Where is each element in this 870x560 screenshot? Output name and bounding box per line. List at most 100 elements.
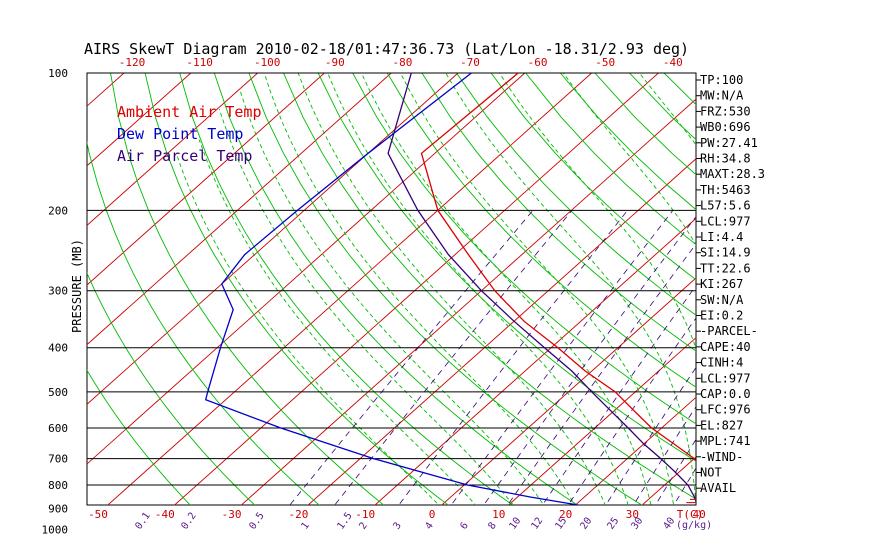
dry-adiabat-line	[110, 73, 385, 505]
x-top-tick-label: -40	[663, 56, 683, 69]
dry-adiabat-line	[213, 73, 579, 505]
x-bottom-tick-label: -10	[355, 508, 375, 521]
mixing-ratio-line	[605, 366, 696, 505]
x-bottom-tick-label: 0	[429, 508, 436, 521]
mixing-ratio-line	[398, 210, 628, 505]
mixing-ratio-label: 12	[529, 516, 545, 532]
dry-adiabat-line	[87, 140, 320, 505]
x-bottom-tick-label: 10	[492, 508, 505, 521]
x-top-tick-label: -120	[119, 56, 146, 69]
series-temp-line	[420, 73, 696, 462]
stat-label: RH:34.8	[700, 152, 751, 166]
mixing-ratio-label: 2	[357, 520, 369, 531]
x-bottom-tick-label: -50	[88, 508, 108, 521]
y-tick-label: 500	[48, 386, 68, 399]
legend-entry: Ambient Air Temp	[117, 103, 262, 121]
isotherm-line	[87, 73, 192, 167]
y-tick-label: 800	[48, 479, 68, 492]
moist-adiabat-line	[445, 73, 696, 505]
mixing-ratio-unit-label: (g/kg)	[676, 520, 712, 531]
mixing-ratio-line	[483, 216, 696, 505]
mixing-ratio-label: 1	[299, 520, 311, 531]
mixing-ratio-line	[567, 317, 696, 505]
dry-adiabat-line	[768, 73, 870, 539]
mixing-ratio-line	[507, 243, 696, 505]
mixing-ratio-line	[632, 405, 696, 505]
stat-label: FRZ:530	[700, 104, 751, 118]
stat-label: SW:N/A	[700, 293, 744, 307]
x-bottom-tick-label: -30	[222, 508, 242, 521]
x-top-tick-label: -60	[528, 56, 548, 69]
legend: Ambient Air Temp Dew Point Temp Air Parcel…	[117, 103, 262, 165]
plot-area	[0, 73, 870, 539]
moist-adiabat-line	[240, 91, 545, 505]
y-axis-label: PRESSURE (MB)	[70, 239, 84, 333]
isotherm-line	[805, 73, 870, 539]
isotherm-line	[107, 73, 592, 505]
dry-adiabat-line	[87, 271, 256, 505]
stat-label: LCL:977	[700, 214, 751, 228]
dry-adiabat-line	[283, 73, 696, 500]
stat-label: EI:0.2	[700, 309, 743, 323]
y-tick-label: 100	[48, 67, 68, 80]
mixing-ratio-line	[673, 467, 696, 505]
dry-adiabat-line	[456, 73, 696, 316]
moist-adiabat-line	[400, 73, 674, 505]
chart-title: AIRS SkewT Diagram 2010-02-18/01:47:36.7…	[84, 40, 689, 58]
dry-adiabat-line	[248, 73, 643, 505]
stat-label: TT:22.6	[700, 261, 751, 275]
isotherm-line	[374, 217, 696, 505]
isotherm-line	[0, 73, 57, 539]
moist-adiabat-line	[297, 73, 606, 505]
stat-label: CAPE:40	[700, 340, 751, 354]
x-bottom-tick-label: 20	[559, 508, 572, 521]
moist-adiabat-line	[263, 73, 576, 505]
y-tick-label: 1000	[42, 523, 69, 536]
x-top-tick-label: -90	[325, 56, 345, 69]
stat-label: TP:100	[700, 73, 743, 87]
stat-label: WB0:696	[700, 120, 751, 134]
y-tick-label: 700	[48, 453, 68, 466]
mixing-ratio-label: 0.2	[179, 511, 198, 532]
stat-label: LCL:977	[700, 371, 751, 385]
dry-adiabat-line	[837, 73, 870, 539]
stat-label: AVAIL	[700, 481, 736, 495]
dry-adiabat-line	[179, 73, 514, 505]
mixing-ratio-line	[786, 210, 870, 539]
mixing-ratio-label: 0.1	[133, 511, 152, 532]
y-tick-label: 600	[48, 422, 68, 435]
x-unit-label: T(C)	[677, 508, 704, 521]
moist-adiabat-line	[360, 73, 652, 505]
isotherm-line	[87, 73, 392, 346]
stat-label: KI:267	[700, 277, 743, 291]
stat-label: -PARCEL-	[700, 324, 758, 338]
moist-adiabat-line	[218, 108, 514, 505]
y-tick-label: 400	[48, 342, 68, 355]
x-bottom-tick-label: 40	[693, 508, 706, 521]
isotherm-line	[87, 73, 526, 465]
y-tick-label: 900	[48, 502, 68, 515]
isotherm-line	[441, 277, 696, 505]
x-top-tick-label: -80	[392, 56, 412, 69]
isotherm-line	[307, 158, 696, 505]
stat-label: CINH:4	[700, 356, 743, 370]
stat-label: MAXT:28.3	[700, 167, 765, 181]
moist-adiabat-line	[198, 139, 477, 505]
stat-label: SI:14.9	[700, 246, 751, 260]
dry-adiabat-line	[490, 73, 696, 281]
legend-entry: Dew Point Temp	[117, 125, 243, 143]
mixing-ratio-label: 6	[458, 520, 470, 531]
mixing-ratio-line	[733, 210, 870, 539]
x-top-tick-label: -110	[186, 56, 213, 69]
mixing-ratio-label: 8	[486, 520, 498, 531]
mixing-ratio-label: 10	[507, 516, 523, 532]
x-top-tick-label: -100	[254, 56, 281, 69]
mixing-ratio-line	[450, 210, 674, 505]
dry-adiabat-line	[352, 73, 696, 425]
mixing-ratio-line	[753, 210, 870, 539]
isotherm-line	[173, 73, 659, 505]
x-bottom-tick-label: 30	[626, 508, 639, 521]
x-bottom-tick-label: -20	[288, 508, 308, 521]
